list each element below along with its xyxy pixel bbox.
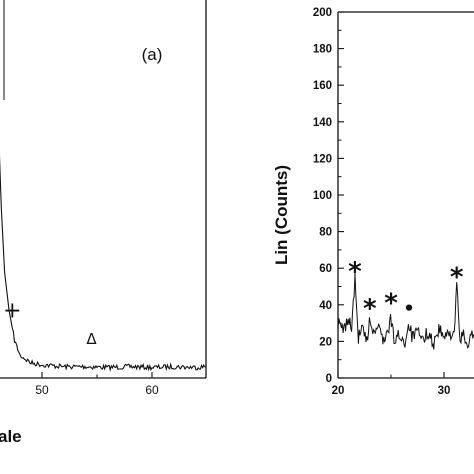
peak-marker-b: * — [384, 288, 398, 318]
y-tick-label-b: 160 — [313, 80, 332, 92]
panel-a: 405060ale(a)+Δ — [0, 0, 207, 446]
y-tick-label-b: 180 — [313, 44, 332, 56]
x-tick-label-a: 50 — [35, 383, 49, 397]
y-axis-title-b: Lin (Counts) — [272, 165, 291, 265]
y-tick-label-b: 40 — [319, 300, 332, 312]
x-tick-label-a: 60 — [145, 383, 159, 397]
peak-marker-b: • — [403, 298, 415, 319]
y-tick-label-b: 120 — [313, 153, 332, 165]
x-tick-label-b: 20 — [332, 385, 345, 397]
y-tick-label-b: 80 — [319, 227, 332, 239]
peak-marker-b: * — [450, 263, 464, 293]
y-tick-label-b: 140 — [313, 117, 332, 129]
spectrum-line-a — [0, 154, 206, 372]
y-tick-label-b: 0 — [326, 373, 332, 385]
y-tick-label-b: 60 — [319, 263, 332, 275]
peak-marker-a: + — [3, 299, 21, 324]
y-tick-label-b: 100 — [313, 190, 332, 202]
peak-marker-a: Δ — [86, 330, 97, 348]
x-axis-title-a: ale — [0, 427, 22, 446]
x-tick-label-b: 30 — [438, 385, 451, 397]
spectrum-line-b — [337, 272, 474, 350]
y-tick-label-b: 200 — [313, 7, 332, 19]
peak-marker-b: * — [348, 257, 362, 287]
peak-marker-b: * — [363, 294, 377, 324]
panel-label-a: (a) — [142, 45, 163, 64]
y-tick-label-b: 20 — [319, 336, 332, 348]
